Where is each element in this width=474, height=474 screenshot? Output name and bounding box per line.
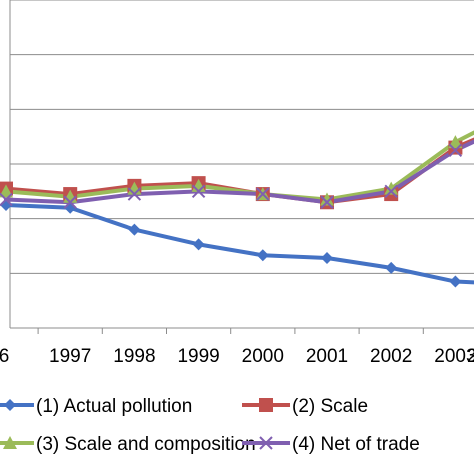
series-3-point-6: [320, 192, 334, 206]
series-1-point-3: [128, 223, 141, 236]
legend-marker-1: [4, 399, 16, 411]
legend-marker-3: [3, 436, 17, 449]
legend-label-4: (4) Net of trade: [292, 434, 420, 455]
legend-item-2: (2) Scale: [242, 396, 368, 417]
legend-label-2: (2) Scale: [292, 396, 368, 417]
x-tick-label: 2002: [370, 346, 412, 367]
series-4-point-5: [256, 187, 270, 201]
series-4-point-8: [448, 143, 463, 158]
x-tick-label: 2003: [434, 346, 474, 367]
series-4-point-4: [191, 184, 206, 199]
legend-marker-2: [259, 398, 273, 412]
series-1-point-7: [385, 261, 398, 274]
series-4-point-2: [63, 195, 77, 209]
legend-label-3: (3) Scale and composition: [36, 434, 256, 455]
series-3-point-7: [384, 181, 399, 195]
legend: (1) Actual pollution (2) Scale (3) Scale a…: [0, 396, 420, 455]
series-3-line: [4, 130, 474, 202]
legend-item-4: (4) Net of trade: [242, 434, 420, 455]
series-1-point-4: [192, 238, 205, 251]
legend-label-1: (1) Actual pollution: [36, 396, 192, 417]
series-4-point-7: [384, 184, 398, 199]
x-tick-label: 2: [467, 346, 474, 367]
series-3-point-1: [0, 184, 13, 198]
series-1-point-6: [321, 252, 333, 265]
gridlines: [10, 0, 474, 274]
series-3-point-8: [448, 135, 463, 149]
legend-item-1: (1) Actual pollution: [0, 396, 192, 417]
series-lines: [4, 130, 474, 285]
series-4-point-6: [320, 195, 334, 209]
x-tick-label: 6: [0, 346, 9, 367]
axes: [9, 0, 474, 334]
x-tick-label: 2000: [242, 346, 284, 367]
series-1-line: [4, 203, 474, 285]
series-4-point-1: [0, 192, 13, 207]
x-tick-label: 1999: [177, 346, 219, 367]
series-1-point-5: [256, 249, 269, 262]
legend-item-3: (3) Scale and composition: [0, 434, 256, 455]
x-tick-label: 2001: [306, 346, 348, 367]
series-markers: [0, 135, 463, 288]
series-4-point-3: [127, 187, 142, 201]
x-tick-labels: 61997199819992000200120022003200420052: [0, 346, 474, 367]
legend-marker-4: [259, 436, 273, 450]
x-tick-label: 1997: [49, 346, 91, 367]
series-1-point-8: [449, 275, 462, 288]
x-tick-label: 1998: [113, 346, 155, 367]
